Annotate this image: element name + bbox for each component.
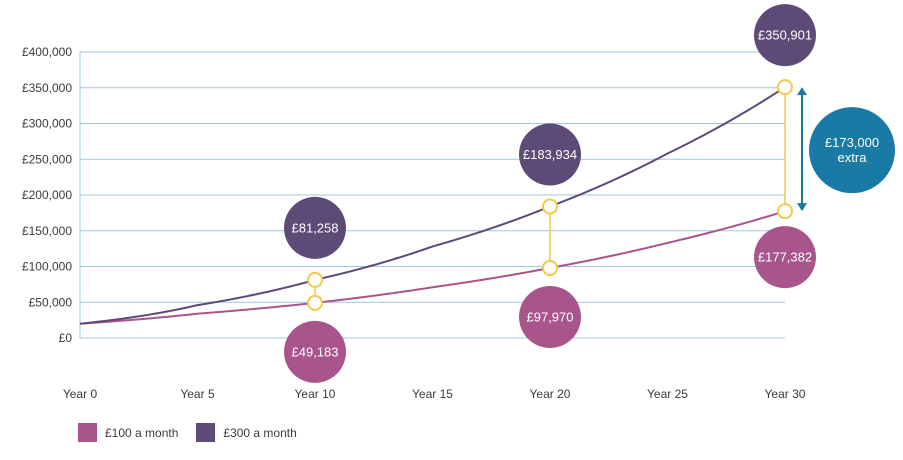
y-tick-label: £300,000 [22,117,72,131]
legend-label-300: £300 a month [223,425,297,440]
y-tick-label: £0 [59,331,73,345]
y-tick-label: £100,000 [22,260,72,274]
point-marker [307,271,323,288]
value-bubble [519,285,581,348]
y-tick-label: £250,000 [22,152,72,166]
gridlines [79,51,785,339]
x-tick-label: Year 10 [295,387,336,401]
arrow-head-up [797,87,807,96]
x-tick-label: Year 25 [647,387,688,401]
value-bubble [284,196,346,259]
series-lines [79,86,786,325]
arrow-head-down [797,203,807,212]
value-bubble-label: £49,183 [292,344,339,359]
x-tick-label: Year 5 [180,387,215,401]
x-tick-label: Year 20 [530,387,571,401]
difference-bubble [809,107,895,194]
value-bubble-label: £177,382 [758,250,812,265]
series-line-1 [79,86,786,325]
y-tick-label: £50,000 [29,295,73,309]
y-axis-ticks: £0 £50,000 £100,000 £150,000 £200,000 £250,00… [22,45,72,345]
value-bubble-label: £97,970 [527,309,574,324]
value-bubble [754,226,816,289]
value-callouts: £81,258 £183,934 £350,901 £49,183 £97,970 £17… [284,4,816,383]
growth-chart: £0 £50,000 £100,000 £150,000 £200,000 £250,00… [22,4,895,401]
value-bubble [519,123,581,186]
value-bubble-label: £350,901 [758,28,812,43]
point-marker [777,203,793,220]
y-tick-label: £150,000 [22,224,72,238]
point-marker [542,259,558,276]
legend-item-100: £100 a month [78,423,178,442]
legend-swatch-300 [196,423,216,442]
x-tick-label: Year 0 [63,387,98,401]
point-marker [777,79,793,96]
point-marker [542,198,558,215]
legend-swatch-100 [78,423,97,442]
x-tick-label: Year 15 [412,387,453,401]
y-tick-label: £350,000 [22,81,72,95]
callout-connectors [307,79,793,311]
x-tick-label: Year 30 [765,387,806,401]
series-line-0 [79,210,786,325]
difference-label-extra: extra [838,150,868,165]
legend-item-300: £300 a month [196,423,297,442]
value-bubble-label: £183,934 [523,147,577,162]
value-bubble-label: £81,258 [292,220,339,235]
point-marker [307,294,323,311]
value-bubble [754,4,816,67]
x-axis-ticks: Year 0 Year 5 Year 10 Year 15 Year 20 Year 25… [63,387,806,401]
legend: £100 a month £300 a month [78,423,315,442]
y-tick-label: £400,000 [22,45,72,59]
value-bubble [284,320,346,383]
legend-label-100: £100 a month [105,425,179,440]
difference-label-amount: £173,000 [825,135,879,150]
y-tick-label: £200,000 [22,188,72,202]
